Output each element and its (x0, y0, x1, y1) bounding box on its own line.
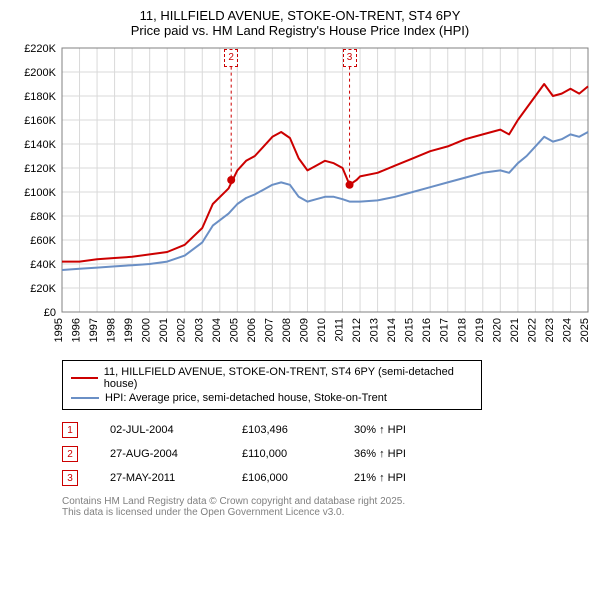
x-tick-label: 2014 (386, 318, 398, 342)
annotation-pct: 36% ↑ HPI (354, 448, 454, 460)
x-tick-label: 2003 (193, 318, 205, 342)
x-tick-label: 2000 (141, 318, 153, 342)
x-tick-label: 2013 (369, 318, 381, 342)
license-footer: Contains HM Land Registry data © Crown c… (62, 496, 592, 518)
y-tick-label: £60K (30, 235, 56, 247)
x-tick-label: 2009 (298, 318, 310, 342)
x-tick-label: 2018 (456, 318, 468, 342)
x-tick-label: 1997 (88, 318, 100, 342)
legend: 11, HILLFIELD AVENUE, STOKE-ON-TRENT, ST… (62, 360, 482, 410)
y-tick-label: £20K (30, 283, 56, 295)
y-tick-label: £100K (24, 187, 56, 199)
annotation-row: 1 02-JUL-2004 £103,496 30% ↑ HPI (62, 418, 592, 442)
y-tick-label: £160K (24, 115, 56, 127)
annotation-date: 27-AUG-2004 (110, 448, 210, 460)
x-tick-label: 1999 (123, 318, 135, 342)
x-tick-label: 2019 (474, 318, 486, 342)
x-tick-label: 1998 (106, 318, 118, 342)
x-tick-label: 2025 (579, 318, 591, 342)
x-tick-label: 2020 (491, 318, 503, 342)
annotation-pct: 21% ↑ HPI (354, 472, 454, 484)
y-tick-label: £200K (24, 67, 56, 79)
y-tick-label: £80K (30, 211, 56, 223)
x-tick-label: 2008 (281, 318, 293, 342)
x-tick-label: 2007 (263, 318, 275, 342)
annotation-price: £103,496 (242, 424, 322, 436)
x-tick-label: 2006 (246, 318, 258, 342)
y-tick-label: £120K (24, 163, 56, 175)
title-line-1: 11, HILLFIELD AVENUE, STOKE-ON-TRENT, ST… (8, 8, 592, 23)
legend-label: 11, HILLFIELD AVENUE, STOKE-ON-TRENT, ST… (104, 366, 473, 390)
footer-line-2: This data is licensed under the Open Gov… (62, 507, 592, 518)
legend-swatch (71, 377, 98, 379)
x-tick-label: 2016 (421, 318, 433, 342)
x-tick-label: 1996 (71, 318, 83, 342)
x-tick-label: 2024 (561, 318, 573, 342)
annotation-price: £110,000 (242, 448, 322, 460)
line-chart-svg: £0 £20K £40K £60K £80K £100K £120K £140K £160K £1… (8, 44, 592, 354)
y-tick-label: £180K (24, 91, 56, 103)
annotation-date: 27-MAY-2011 (110, 472, 210, 484)
annotation-marker: 3 (62, 470, 78, 486)
x-tick-label: 2023 (544, 318, 556, 342)
legend-label: HPI: Average price, semi-detached house,… (105, 392, 387, 404)
legend-item: HPI: Average price, semi-detached house,… (71, 391, 473, 405)
annotation-date: 02-JUL-2004 (110, 424, 210, 436)
y-tick-label: £140K (24, 139, 56, 151)
annotation-pct: 30% ↑ HPI (354, 424, 454, 436)
x-tick-label: 2015 (404, 318, 416, 342)
callout-box: 2 (224, 49, 238, 67)
x-tick-label: 2005 (228, 318, 240, 342)
annotation-row: 2 27-AUG-2004 £110,000 36% ↑ HPI (62, 442, 592, 466)
y-tick-label: £40K (30, 259, 56, 271)
annotation-table: 1 02-JUL-2004 £103,496 30% ↑ HPI 2 27-AUG-200… (62, 418, 592, 490)
annotation-row: 3 27-MAY-2011 £106,000 21% ↑ HPI (62, 466, 592, 490)
x-tick-label: 2017 (439, 318, 451, 342)
x-tick-label: 2021 (509, 318, 521, 342)
x-tick-label: 2002 (176, 318, 188, 342)
annotation-price: £106,000 (242, 472, 322, 484)
title-line-2: Price paid vs. HM Land Registry's House … (8, 23, 592, 38)
annotation-marker: 1 (62, 422, 78, 438)
x-tick-label: 2004 (211, 318, 223, 342)
chart-title: 11, HILLFIELD AVENUE, STOKE-ON-TRENT, ST… (8, 8, 592, 38)
chart-area: £0 £20K £40K £60K £80K £100K £120K £140K £160K £1… (8, 44, 592, 354)
annotation-marker: 2 (62, 446, 78, 462)
legend-swatch (71, 397, 99, 399)
x-tick-label: 2001 (158, 318, 170, 342)
x-tick-label: 2022 (526, 318, 538, 342)
x-tick-label: 2011 (334, 318, 346, 342)
legend-item: 11, HILLFIELD AVENUE, STOKE-ON-TRENT, ST… (71, 365, 473, 391)
footer-line-1: Contains HM Land Registry data © Crown c… (62, 496, 592, 507)
y-tick-label: £0 (44, 307, 56, 319)
y-tick-label: £220K (24, 44, 56, 55)
x-tick-label: 2010 (316, 318, 328, 342)
callout-box: 3 (343, 49, 357, 67)
x-tick-label: 1995 (53, 318, 65, 342)
x-tick-label: 2012 (351, 318, 363, 342)
